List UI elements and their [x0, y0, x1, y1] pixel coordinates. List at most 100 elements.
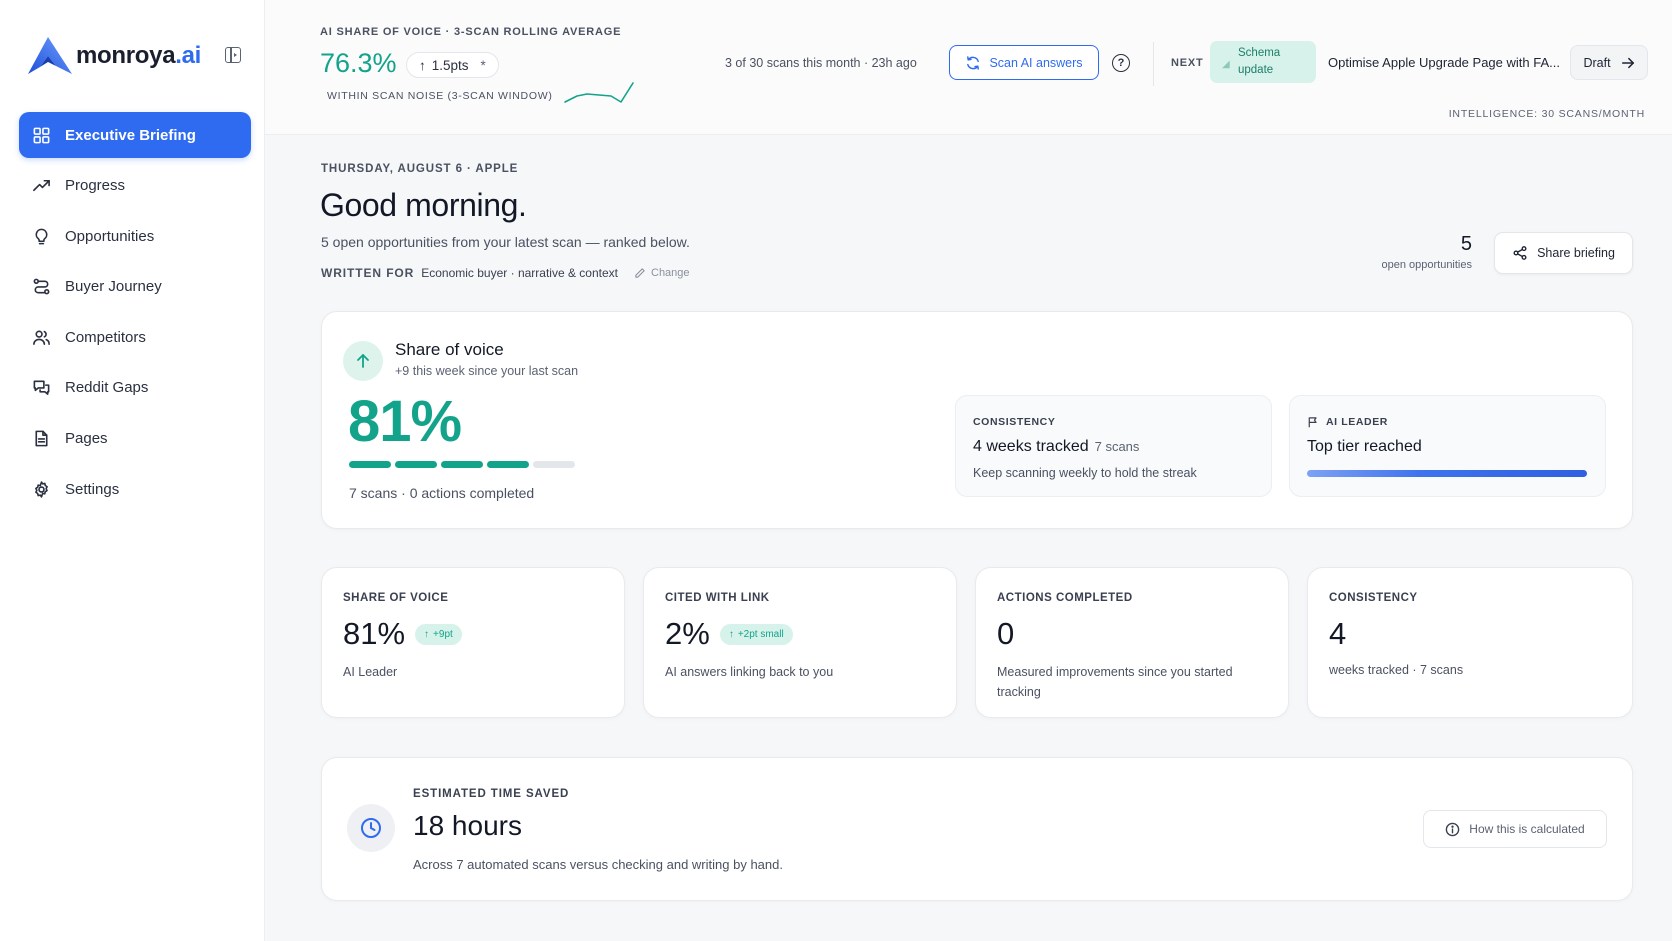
time-saved-label: ESTIMATED TIME SAVED: [413, 788, 570, 800]
divider: [1153, 42, 1154, 86]
sidebar-item-settings[interactable]: Settings: [19, 466, 251, 512]
page-subtitle: 5 open opportunities from your latest sc…: [321, 234, 690, 250]
stat-delta-badge: ↑ +9pt: [415, 623, 462, 645]
sidebar-item-label: Competitors: [65, 328, 146, 346]
sidebar-nav: Executive Briefing Progress Opportunitie…: [19, 112, 251, 517]
ai-leader-label: AI LEADER: [1307, 416, 1388, 428]
sidebar-item-label: Executive Briefing: [65, 126, 196, 144]
arrow-up-icon: ↑: [728, 628, 734, 640]
stat-value: 2% ↑ +2pt small: [665, 616, 793, 652]
time-saved-card: ESTIMATED TIME SAVED 18 hours Across 7 a…: [321, 757, 1633, 901]
audience-line: WRITTEN FOR Economic buyer · narrative &…: [321, 266, 690, 280]
scan-noise-label: WITHIN SCAN NOISE (3-SCAN WINDOW): [327, 90, 553, 102]
users-icon: [31, 327, 51, 347]
sov-delta-value: 1.5pts: [431, 57, 469, 73]
how-calculated-button[interactable]: How this is calculated: [1423, 810, 1607, 848]
sidebar: monroya.ai Executive Briefing Progress O…: [0, 0, 265, 941]
info-icon: [1446, 822, 1460, 836]
time-saved-value: 18 hours: [413, 810, 522, 841]
refresh-icon: [967, 55, 980, 70]
ai-leader-mini-card: AI LEADER Top tier reached: [1289, 395, 1606, 497]
trending-up-icon: [31, 176, 51, 196]
share-briefing-label: Share briefing: [1537, 246, 1615, 260]
audience-value: Economic buyer · narrative & context: [421, 266, 618, 280]
stat-card-cited-with-link: CITED WITH LINK 2% ↑ +2pt small AI answer…: [643, 567, 957, 718]
sidebar-item-competitors[interactable]: Competitors: [19, 314, 251, 360]
stat-label: CITED WITH LINK: [665, 592, 770, 604]
sov-rolling-label: AI SHARE OF VOICE · 3-SCAN ROLLING AVERA…: [320, 26, 622, 38]
sidebar-item-label: Reddit Gaps: [65, 379, 149, 397]
sidebar-item-label: Buyer Journey: [65, 278, 162, 296]
ai-leader-progress-bar: [1307, 470, 1587, 477]
sidebar-item-reddit-gaps[interactable]: Reddit Gaps: [19, 365, 251, 411]
document-icon: [31, 429, 51, 449]
sov-delta-mark: *: [480, 57, 486, 73]
arrow-up-icon: ↑: [424, 628, 430, 640]
logo-text: monroya.ai: [76, 42, 202, 69]
draft-button[interactable]: Draft: [1570, 45, 1648, 80]
sov-segment-bar: [349, 461, 575, 468]
sidebar-item-label: Progress: [65, 177, 126, 195]
sov-segment: [395, 461, 437, 468]
stat-card-actions-completed: ACTIONS COMPLETED 0 Measured improvement…: [975, 567, 1289, 718]
logo[interactable]: monroya.ai: [26, 34, 201, 78]
sidebar-item-progress[interactable]: Progress: [19, 163, 251, 209]
scan-ai-answers-button[interactable]: Scan AI answers: [949, 45, 1099, 80]
share-icon: [1513, 246, 1527, 260]
clock-icon: [347, 804, 395, 852]
sidebar-item-pages[interactable]: Pages: [19, 416, 251, 462]
intelligence-plan-label: INTELLIGENCE: 30 SCANS/MONTH: [1448, 108, 1645, 120]
stat-foot: weeks tracked · 7 scans: [1329, 663, 1464, 677]
scan-ai-answers-label: Scan AI answers: [989, 55, 1083, 70]
stat-delta-badge: ↑ +2pt small: [719, 623, 793, 645]
sov-segment: [441, 461, 483, 468]
grid-icon: [31, 125, 51, 145]
share-briefing-button[interactable]: Share briefing: [1494, 232, 1633, 274]
lightbulb-icon: [31, 226, 51, 246]
sov-segment: [487, 461, 529, 468]
top-bar: AI SHARE OF VOICE · 3-SCAN ROLLING AVERA…: [265, 0, 1672, 135]
stat-card-share-of-voice: SHARE OF VOICE 81% ↑ +9pt AI Leader: [321, 567, 625, 718]
stat-foot: AI answers linking back to you: [665, 665, 834, 679]
hero-title: Share of voice: [395, 340, 504, 359]
consistency-main: 4 weeks tracked 7 scans: [973, 438, 1140, 455]
share-of-voice-card: Share of voice +9 this week since your l…: [321, 311, 1633, 529]
sidebar-item-buyer-journey[interactable]: Buyer Journey: [19, 264, 251, 310]
stat-label: SHARE OF VOICE: [343, 592, 449, 604]
sov-sparkline: [564, 82, 634, 103]
stat-value: 0: [997, 616, 1015, 651]
hero-sov-value: 81%: [348, 389, 462, 454]
flag-icon: [1308, 417, 1317, 428]
page-title: Good morning.: [320, 187, 527, 223]
how-calculated-label: How this is calculated: [1469, 822, 1585, 836]
pencil-icon: [635, 268, 645, 278]
help-icon[interactable]: ?: [1112, 54, 1130, 72]
open-count-value: 5: [1460, 233, 1472, 255]
sov-segment: [349, 461, 391, 468]
sov-rolling-value: 76.3%: [320, 48, 397, 78]
stat-foot: Measured improvements since you started …: [997, 665, 1233, 699]
consistency-mini-card: CONSISTENCY 4 weeks tracked 7 scans Keep …: [955, 395, 1272, 497]
hero-footer: 7 scans · 0 actions completed: [349, 485, 535, 501]
logo-mark-icon: [28, 37, 72, 74]
next-type-badge: ◢ Schema update: [1210, 41, 1316, 83]
scan-count: 3 of 30 scans this month · 23h ago: [725, 56, 917, 70]
stat-value: 81% ↑ +9pt: [343, 616, 462, 652]
arrow-up-icon: [343, 341, 383, 381]
date-line: THURSDAY, AUGUST 6 · APPLE: [321, 163, 519, 175]
sidebar-item-executive-briefing[interactable]: Executive Briefing: [19, 112, 251, 158]
consistency-foot: Keep scanning weekly to hold the streak: [973, 466, 1197, 480]
ai-leader-main: Top tier reached: [1307, 438, 1422, 455]
next-label: NEXT: [1171, 57, 1204, 69]
sidebar-item-opportunities[interactable]: Opportunities: [19, 213, 251, 259]
sidebar-collapse-icon[interactable]: [225, 47, 241, 63]
stat-foot: AI Leader: [343, 665, 398, 679]
consistency-label: CONSISTENCY: [973, 416, 1056, 428]
stat-label: CONSISTENCY: [1329, 592, 1418, 604]
next-action-title[interactable]: Optimise Apple Upgrade Page with FA...: [1328, 55, 1560, 70]
tag-icon: ◢: [1222, 59, 1230, 70]
stat-card-consistency: CONSISTENCY 4 weeks tracked · 7 scans: [1307, 567, 1633, 718]
chat-icon: [31, 378, 51, 398]
change-audience-link[interactable]: Change: [634, 267, 690, 279]
sidebar-item-label: Pages: [65, 430, 108, 448]
